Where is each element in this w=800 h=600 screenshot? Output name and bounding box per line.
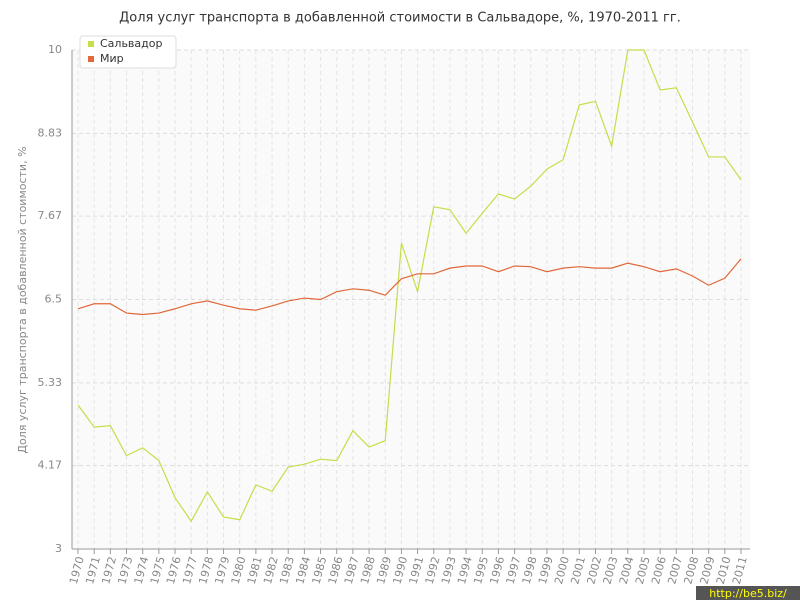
y-tick-label: 3: [55, 542, 62, 555]
y-tick-label: 7.67: [38, 209, 63, 222]
y-axis-label: Доля услуг транспорта в добавленной стои…: [16, 146, 29, 453]
chart-title: Доля услуг транспорта в добавленной стои…: [119, 11, 681, 26]
legend-box: [79, 35, 177, 69]
legend-swatch: [88, 41, 94, 47]
y-tick-label: 6.5: [45, 293, 63, 306]
watermark-bg: [696, 586, 800, 600]
legend-label: Мир: [100, 52, 124, 65]
y-tick-label: 5.33: [38, 376, 63, 389]
y-tick-label: 8.83: [38, 126, 63, 139]
watermark: http://be5.biz/: [709, 587, 787, 600]
series-line: [77, 49, 742, 523]
series-line: [77, 258, 742, 316]
legend-swatch: [88, 56, 94, 62]
legend-label: Сальвадор: [100, 37, 162, 50]
y-tick-label: 4.17: [38, 459, 63, 472]
y-tick-label: 10: [48, 43, 62, 56]
